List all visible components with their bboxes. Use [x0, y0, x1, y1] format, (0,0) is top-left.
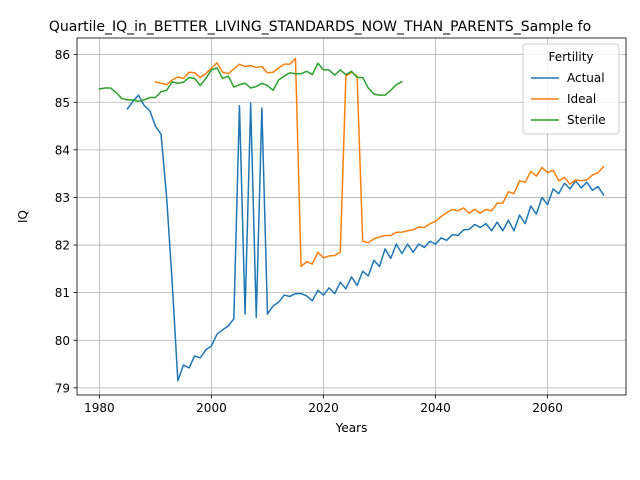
chart-title: Quartile_IQ_in_BETTER_LIVING_STANDARDS_N…: [49, 19, 591, 35]
x-axis-label: Years: [335, 421, 368, 435]
y-tick-label: 79: [55, 381, 70, 395]
plot-area-frame: [76, 37, 627, 396]
y-tick-label: 80: [55, 334, 70, 348]
y-tick-label: 85: [55, 96, 70, 110]
axis-ticks: 1980 2000 2020 2040 2060 79 80 81 82 83 84 85 86: [55, 48, 563, 415]
legend-label-ideal: Ideal: [567, 92, 596, 106]
series-line-sterile: [98, 62, 403, 103]
x-tick-label: 2000: [196, 401, 227, 415]
y-tick-label: 81: [55, 286, 70, 300]
y-tick-label: 82: [55, 239, 70, 253]
legend-box: [522, 43, 620, 135]
y-axis-label: IQ: [16, 210, 30, 223]
series-lines: [98, 57, 605, 382]
y-tick-label: 84: [55, 143, 70, 157]
series-line-ideal: [154, 57, 605, 268]
series-line-actual: [126, 94, 605, 382]
legend: Fertility Actual Ideal Sterile: [522, 43, 620, 135]
legend-label-actual: Actual: [567, 71, 605, 85]
x-tick-label: 2060: [532, 401, 563, 415]
x-tick-label: 2020: [308, 401, 339, 415]
y-tick-label: 83: [55, 191, 70, 205]
x-tick-label: 2040: [420, 401, 451, 415]
legend-title: Fertility: [548, 50, 593, 64]
grid: [77, 38, 626, 395]
legend-label-sterile: Sterile: [567, 113, 606, 127]
x-tick-label: 1980: [84, 401, 115, 415]
y-tick-label: 86: [55, 48, 70, 62]
